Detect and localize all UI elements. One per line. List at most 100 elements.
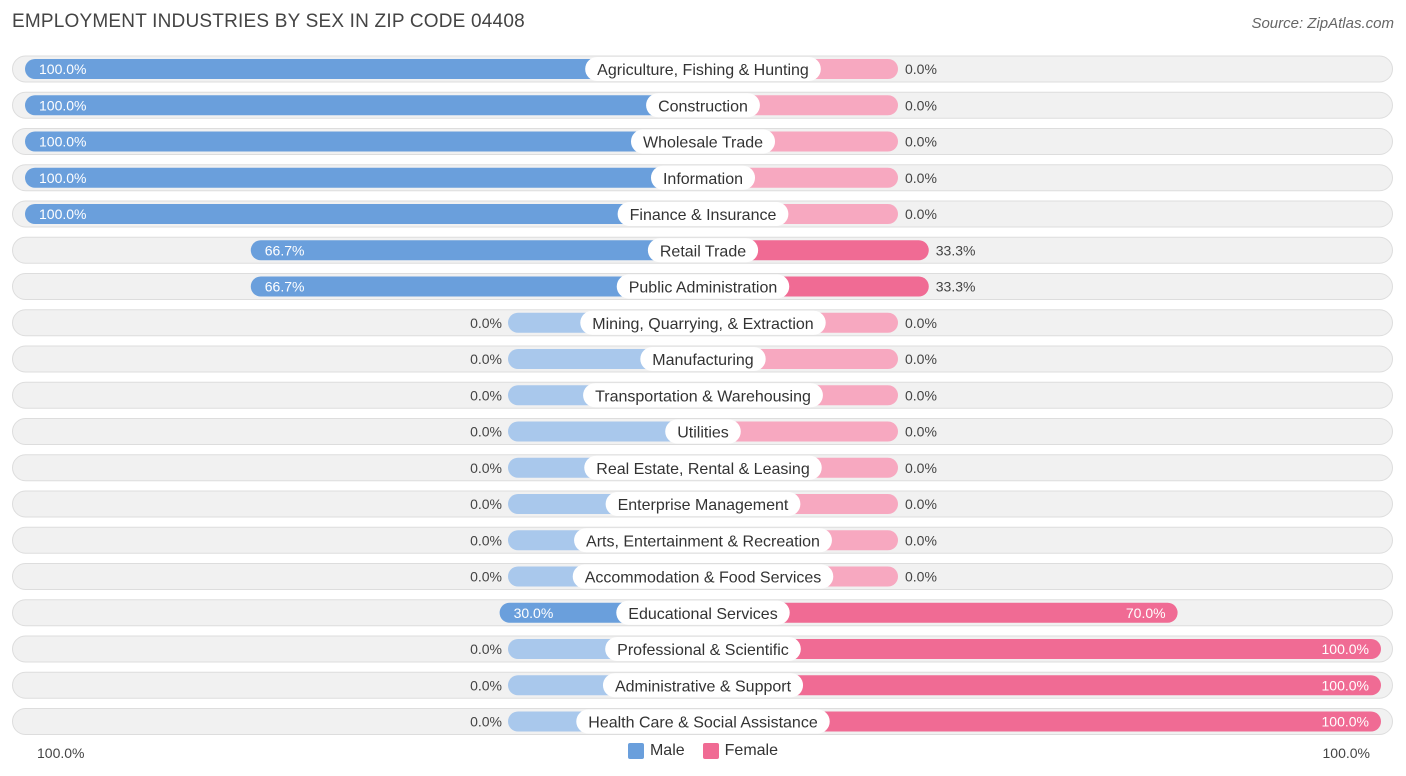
- male-bar: [25, 95, 703, 116]
- chart-row: 100.0% 0.0% Wholesale Trade: [12, 128, 1393, 155]
- chart-row: 0.0% 100.0% Health Care & Social Assistanc…: [12, 708, 1393, 735]
- chart-row: 0.0% 0.0% Mining, Quarrying, & Extraction: [12, 309, 1393, 337]
- female-value-label: 0.0%: [905, 460, 937, 476]
- chart-title: EMPLOYMENT INDUSTRIES BY SEX IN ZIP CODE…: [12, 11, 525, 32]
- category-label-background: [605, 492, 801, 516]
- category-label-background: [630, 129, 776, 154]
- category-label: Administrative & Support: [615, 678, 792, 695]
- chart-row: 0.0% 0.0% Real Estate, Rental & Leasing: [12, 454, 1393, 482]
- category-label: Mining, Quarrying, & Extraction: [592, 316, 813, 333]
- male-value-label: 100.0%: [39, 170, 86, 186]
- category-label: Transportation & Warehousing: [595, 388, 811, 405]
- female-value-label: 100.0%: [1322, 714, 1369, 730]
- category-label: Accommodation & Food Services: [585, 570, 822, 587]
- male-value-label: 0.0%: [470, 641, 502, 657]
- chart-row: 66.7% 33.3% Retail Trade: [12, 236, 1393, 264]
- female-value-label: 33.3%: [936, 279, 976, 295]
- category-label: Information: [663, 171, 743, 188]
- female-value-label: 0.0%: [905, 569, 937, 585]
- male-value-label: 30.0%: [514, 605, 554, 621]
- chart-row: 0.0% 100.0% Professional & Scientific: [12, 635, 1393, 663]
- legend-swatch-female: [702, 743, 719, 759]
- male-value-label: 0.0%: [470, 460, 502, 476]
- chart-row: 0.0% 0.0% Utilities: [12, 418, 1393, 445]
- chart-row: 66.7% 33.3% Public Administration: [12, 273, 1393, 300]
- chart-row: 30.0% 70.0% Educational Services: [12, 599, 1393, 627]
- male-value-label: 100.0%: [39, 61, 86, 77]
- chart-row: 100.0% 0.0% Information: [12, 164, 1393, 192]
- chart-row: 0.0% 100.0% Administrative & Support: [12, 671, 1393, 699]
- female-value-label: 100.0%: [1322, 641, 1369, 657]
- female-value-label: 0.0%: [905, 97, 937, 113]
- female-bar: [703, 602, 1178, 623]
- category-label: Enterprise Management: [618, 497, 789, 514]
- category-label: Arts, Entertainment & Recreation: [586, 533, 820, 550]
- male-value-label: 0.0%: [470, 569, 502, 585]
- male-value-label: 0.0%: [470, 532, 502, 548]
- female-value-label: 0.0%: [905, 170, 937, 186]
- category-label-background: [617, 202, 789, 226]
- chart-row: 0.0% 0.0% Arts, Entertainment & Recreation: [12, 526, 1393, 554]
- male-bar: [25, 204, 703, 224]
- male-bar: [508, 421, 703, 442]
- legend-label-female: Female: [724, 742, 779, 759]
- category-label-background: [572, 564, 834, 589]
- category-label: Public Administration: [629, 280, 778, 297]
- category-label-background: [640, 347, 766, 371]
- category-label: Agriculture, Fishing & Hunting: [597, 62, 809, 79]
- category-label-background: [583, 383, 823, 408]
- chart-row: 0.0% 0.0% Enterprise Management: [12, 490, 1393, 518]
- category-label-background: [647, 238, 759, 263]
- male-value-label: 0.0%: [470, 677, 502, 693]
- female-value-label: 100.0%: [1322, 677, 1369, 693]
- category-label-background: [574, 528, 832, 553]
- female-bar: [703, 675, 1381, 696]
- female-value-label: 0.0%: [905, 315, 937, 331]
- male-value-label: 0.0%: [470, 387, 502, 403]
- chart-row: 100.0% 0.0% Finance & Insurance: [12, 200, 1393, 228]
- axis-right-label: 100.0%: [1322, 745, 1370, 761]
- category-label-background: [580, 310, 826, 335]
- legend: Male Female: [0, 742, 1406, 760]
- legend-item-male: Male: [627, 742, 685, 760]
- male-value-label: 0.0%: [470, 496, 502, 512]
- female-bar: [703, 421, 898, 442]
- category-label-background: [585, 57, 821, 81]
- male-value-label: 66.7%: [265, 242, 305, 258]
- legend-swatch-male: [627, 743, 644, 759]
- category-label: Wholesale Trade: [643, 135, 763, 152]
- legend-label-male: Male: [649, 742, 685, 759]
- chart-row: 0.0% 0.0% Accommodation & Food Services: [12, 563, 1393, 590]
- chart-row: 0.0% 0.0% Transportation & Warehousing: [12, 381, 1393, 409]
- male-bar: [25, 167, 703, 188]
- category-label: Educational Services: [628, 606, 777, 623]
- male-value-label: 66.7%: [265, 279, 305, 295]
- male-value-label: 100.0%: [39, 134, 86, 150]
- female-bar: [703, 639, 1381, 659]
- category-label-background: [576, 709, 830, 734]
- category-label: Real Estate, Rental & Leasing: [596, 461, 809, 478]
- female-value-label: 0.0%: [905, 532, 937, 548]
- male-bar: [25, 131, 703, 152]
- male-value-label: 0.0%: [470, 315, 502, 331]
- chart-row: 0.0% 0.0% Manufacturing: [12, 345, 1393, 373]
- legend-item-female: Female: [702, 742, 779, 760]
- axis-left-label: 100.0%: [37, 745, 85, 761]
- category-label-background: [646, 93, 760, 118]
- category-label: Health Care & Social Assistance: [588, 715, 818, 732]
- male-value-label: 0.0%: [470, 351, 502, 367]
- category-label-background: [616, 274, 790, 299]
- category-label: Utilities: [677, 425, 729, 442]
- female-value-label: 0.0%: [905, 496, 937, 512]
- female-bar: [703, 711, 1381, 732]
- category-label-background: [616, 600, 790, 625]
- category-label-background: [605, 637, 801, 661]
- male-value-label: 100.0%: [39, 97, 86, 113]
- female-value-label: 70.0%: [1126, 605, 1166, 621]
- chart-row: 100.0% 0.0% Agriculture, Fishing & Hunting: [12, 55, 1393, 83]
- male-value-label: 0.0%: [470, 424, 502, 440]
- male-value-label: 0.0%: [470, 714, 502, 730]
- female-bar: [703, 240, 929, 261]
- category-label: Retail Trade: [660, 243, 746, 260]
- female-value-label: 0.0%: [905, 61, 937, 77]
